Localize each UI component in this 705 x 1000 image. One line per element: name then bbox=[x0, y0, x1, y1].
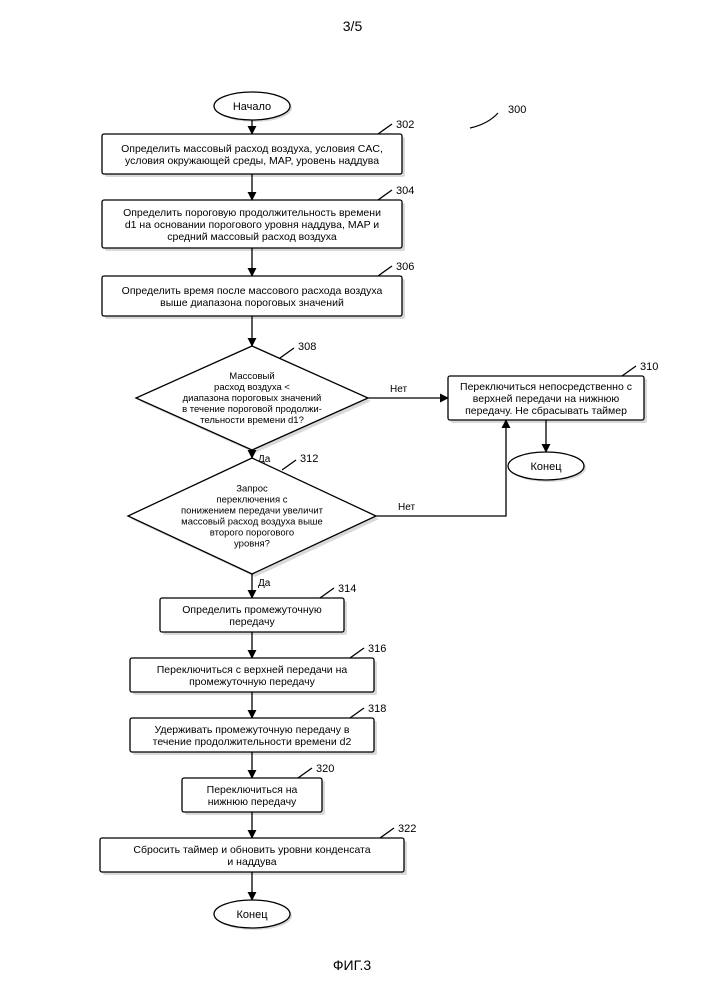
arrow-312-310 bbox=[376, 420, 506, 516]
box-306-text-1: выше диапазона пороговых значений bbox=[160, 297, 344, 309]
label-310-tick bbox=[622, 366, 636, 376]
terminal-start-label: Начало bbox=[233, 101, 271, 113]
terminal-end-branch-label: Конец bbox=[530, 461, 562, 473]
label-no-308: Нет bbox=[390, 384, 407, 395]
box-302-text-1: условия окружающей среды, MAP, уровень н… bbox=[125, 155, 379, 167]
page-number: 3/5 bbox=[0, 18, 705, 34]
label-304-tick bbox=[378, 190, 392, 200]
box-322-text-0: Сбросить таймер и обновить уровни конден… bbox=[133, 844, 370, 856]
box-320-text-1: нижнюю передачу bbox=[208, 796, 297, 808]
terminal-end-main-label: Конец bbox=[236, 909, 268, 921]
label-312-tick bbox=[282, 460, 296, 470]
label-yes-312: Да bbox=[258, 578, 271, 589]
box-316-text-0: Переключиться с верхней передачи на bbox=[157, 664, 348, 676]
label-302-tick bbox=[378, 124, 392, 134]
box-314-text-0: Определить промежуточную bbox=[182, 604, 322, 616]
label-306: 306 bbox=[396, 261, 414, 273]
box-306-text-0: Определить время после массового расхода… bbox=[122, 285, 383, 297]
box-304-text-2: средний массовый расход воздуха bbox=[167, 231, 337, 243]
box-322-text-1: и наддува bbox=[227, 856, 276, 868]
decision-312-text-3: массовый расход воздуха выше bbox=[181, 517, 323, 528]
decision-312-text-1: переключения с bbox=[216, 495, 287, 506]
box-316-text-1: промежуточную передачу bbox=[189, 676, 315, 688]
label-314: 314 bbox=[338, 583, 356, 595]
label-306-tick bbox=[378, 266, 392, 276]
box-318-text-1: течение продолжительности времени d2 bbox=[153, 736, 352, 748]
decision-312-text-4: второго порогового bbox=[210, 528, 294, 539]
label-316-tick bbox=[350, 648, 364, 658]
box-310-text-2: передачу. Не сбрасывать таймер bbox=[465, 405, 627, 417]
box-304-text-1: d1 на основании порогового уровня наддув… bbox=[125, 219, 379, 231]
label-308: 308 bbox=[298, 341, 316, 353]
decision-308-text-0: Массовый bbox=[229, 371, 274, 382]
decision-312-text-2: понижением передачи увеличит bbox=[181, 506, 324, 517]
label-312: 312 bbox=[300, 453, 318, 465]
label-310: 310 bbox=[640, 361, 658, 373]
decision-308-text-1: расход воздуха < bbox=[214, 382, 290, 393]
figure-ref-arrow bbox=[470, 113, 498, 128]
label-314-tick bbox=[320, 588, 334, 598]
box-318-text-0: Удерживать промежуточную передачу в bbox=[154, 724, 349, 736]
box-310-text-1: верхней передачи на нижнюю bbox=[473, 393, 620, 405]
label-no-312: Нет bbox=[398, 502, 415, 513]
decision-312-text-5: уровня? bbox=[234, 539, 270, 550]
decision-308-text-2: диапазона пороговых значений bbox=[183, 393, 322, 404]
label-302: 302 bbox=[396, 119, 414, 131]
label-322-tick bbox=[380, 828, 394, 838]
box-320-text-0: Переключиться на bbox=[207, 784, 298, 796]
decision-308-text-3: в течение пороговой продолжи- bbox=[182, 404, 322, 415]
box-302-text-0: Определить массовый расход воздуха, усло… bbox=[121, 143, 383, 155]
label-320-tick bbox=[298, 768, 312, 778]
figure-ref-label: 300 bbox=[508, 104, 526, 116]
box-314-text-1: передачу bbox=[229, 616, 275, 628]
decision-308-text-4: тельности времени d1? bbox=[200, 415, 304, 426]
label-320: 320 bbox=[316, 763, 334, 775]
figure-caption: ФИГ.3 bbox=[333, 957, 371, 973]
label-304: 304 bbox=[396, 185, 414, 197]
box-304-text-0: Определить пороговую продолжительность в… bbox=[123, 207, 381, 219]
decision-312-text-0: Запрос bbox=[236, 484, 268, 495]
label-318: 318 bbox=[368, 703, 386, 715]
label-316: 316 bbox=[368, 643, 386, 655]
label-318-tick bbox=[350, 708, 364, 718]
label-308-tick bbox=[280, 348, 294, 358]
box-310-text-0: Переключиться непосредственно с bbox=[460, 381, 632, 393]
label-322: 322 bbox=[398, 823, 416, 835]
